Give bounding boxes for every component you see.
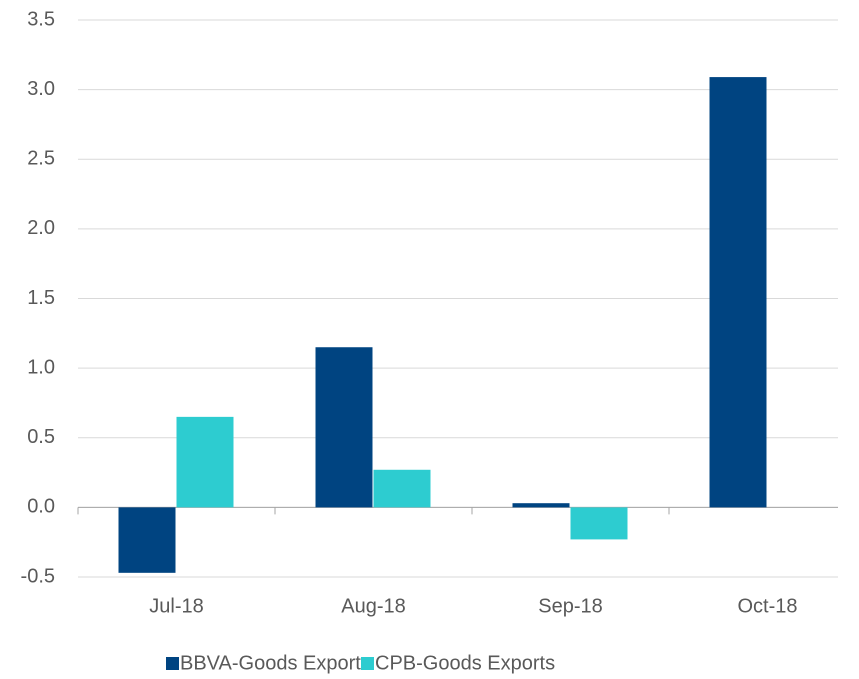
bar [373, 469, 431, 508]
bar [315, 347, 373, 508]
x-tick-label: Oct-18 [737, 595, 797, 617]
legend-label: CPB-Goods Exports [375, 652, 555, 674]
y-tick-label: 1.5 [27, 287, 55, 309]
legend-label: BBVA-Goods Exports [180, 652, 371, 674]
y-tick-label: 0.0 [27, 496, 55, 518]
bar [118, 507, 176, 573]
y-tick-label: 1.0 [27, 356, 55, 378]
y-tick-label: 2.5 [27, 148, 55, 170]
bar [176, 416, 234, 508]
y-tick-label: -0.5 [21, 565, 55, 587]
bar [570, 507, 628, 540]
y-tick-label: 3.5 [27, 8, 55, 30]
x-tick-label: Sep-18 [538, 595, 603, 617]
y-tick-label: 0.5 [27, 426, 55, 448]
bar [512, 503, 570, 508]
legend-swatch [166, 657, 179, 670]
bar [709, 77, 767, 508]
y-tick-label: 2.0 [27, 217, 55, 239]
y-tick-label: 3.0 [27, 78, 55, 100]
x-tick-label: Jul-18 [149, 595, 203, 617]
legend-swatch [361, 657, 374, 670]
x-tick-label: Aug-18 [341, 595, 406, 617]
